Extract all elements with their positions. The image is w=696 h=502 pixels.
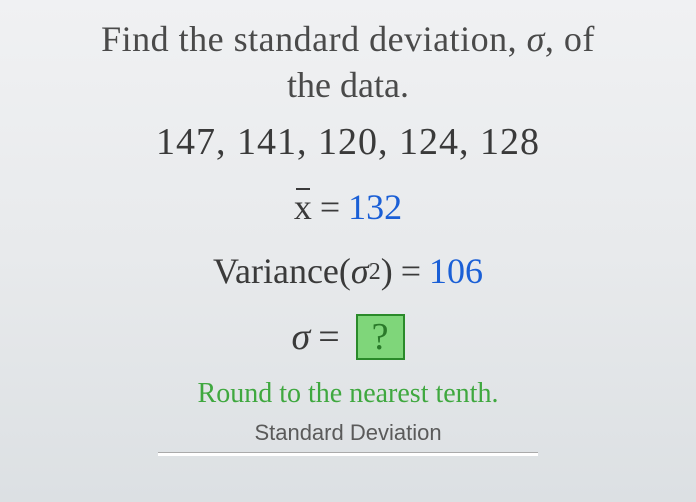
- title-text-part1: Find the standard deviation,: [101, 19, 526, 59]
- data-values: 147, 141, 120, 124, 128: [156, 120, 540, 164]
- sigma-answer-line: σ = ?: [291, 314, 404, 360]
- answer-input-box[interactable]: ?: [356, 314, 405, 360]
- problem-title-line1: Find the standard deviation, σ, of: [101, 18, 595, 60]
- std-deviation-label: Standard Deviation: [254, 420, 441, 446]
- variance-equation: Variance(σ2) = 106: [213, 250, 483, 292]
- problem-title-line2: the data.: [287, 64, 409, 106]
- variance-label: Variance: [213, 250, 339, 292]
- xbar-symbol: x: [294, 186, 312, 228]
- title-text-part2: , of: [545, 19, 595, 59]
- equals-sign-3: =: [318, 315, 339, 359]
- rounding-hint: Round to the nearest tenth.: [198, 378, 499, 410]
- mean-equation: x = 132: [294, 186, 402, 228]
- answer-input-field[interactable]: [158, 452, 538, 456]
- variance-exponent: 2: [369, 259, 381, 286]
- paren-open: (: [339, 250, 351, 292]
- equals-sign-2: =: [401, 250, 421, 292]
- sigma-symbol: σ: [527, 19, 545, 59]
- paren-close: ): [381, 250, 393, 292]
- answer-placeholder: ?: [372, 318, 389, 356]
- equals-sign: =: [320, 186, 340, 228]
- sigma-symbol-answer: σ: [291, 315, 310, 359]
- variance-sigma: σ: [351, 250, 369, 292]
- variance-value: 106: [429, 250, 483, 292]
- mean-value: 132: [348, 186, 402, 228]
